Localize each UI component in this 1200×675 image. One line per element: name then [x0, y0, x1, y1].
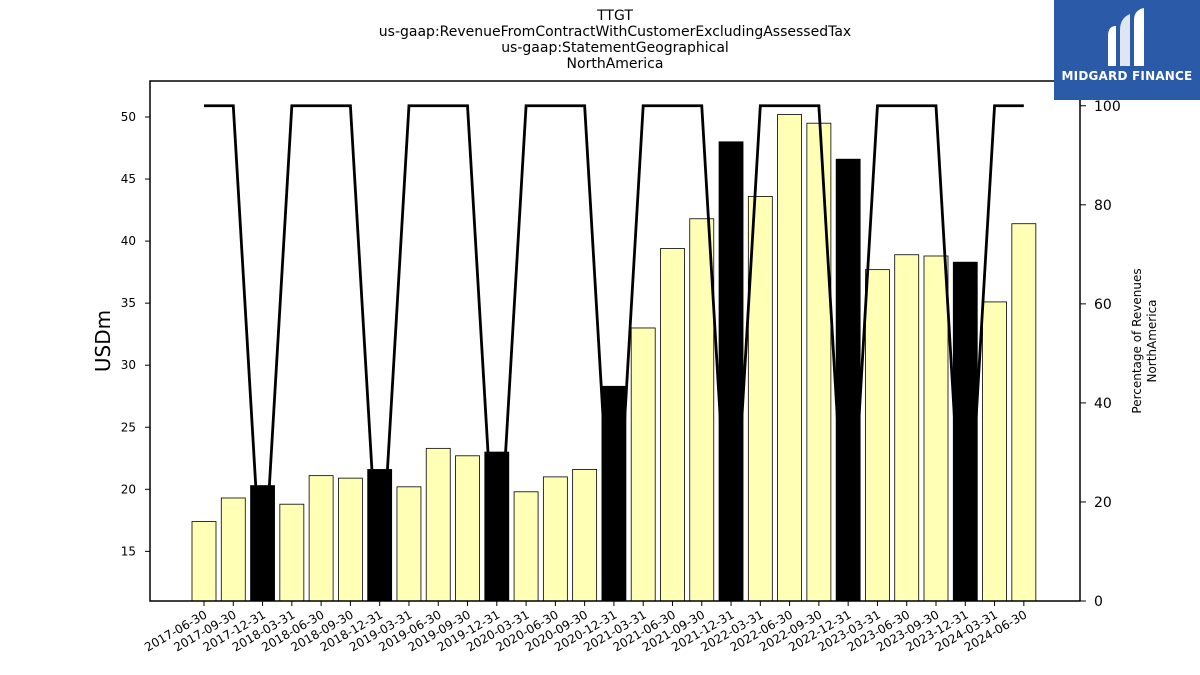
bar	[982, 301, 1007, 602]
y2-tick-label: 20	[1094, 495, 1112, 511]
bar	[308, 475, 334, 602]
bar	[279, 503, 305, 602]
bar	[220, 497, 246, 602]
y2-tick-label: 100	[1094, 99, 1121, 115]
bar	[337, 477, 363, 602]
y2-tick-label: 60	[1094, 297, 1112, 313]
chart-title: TTGTus-gaap:RevenueFromContractWithCusto…	[379, 8, 851, 72]
bar	[660, 248, 685, 602]
bar	[894, 254, 920, 602]
title-line-2: us-gaap:StatementGeographical	[501, 40, 729, 56]
y2-axis-label-line1: Percentage of Revenues	[1130, 268, 1144, 413]
y2-tick-label: 0	[1094, 594, 1103, 610]
y-tick-label: 25	[121, 420, 136, 434]
bar	[777, 114, 802, 602]
bar	[689, 218, 715, 602]
bar	[542, 476, 568, 602]
y-tick-label: 50	[121, 110, 136, 124]
y-tick-label: 30	[121, 358, 136, 372]
y-tick-label: 40	[121, 234, 136, 248]
bar	[865, 269, 890, 602]
y-axis-right: 0 20 40 60 80 100	[1080, 99, 1121, 610]
bar	[572, 469, 598, 602]
bar	[601, 385, 627, 602]
brand-logo: MIDGARD FINANCE	[1054, 0, 1200, 100]
bar	[1011, 223, 1037, 602]
y2-axis-label-line2: NorthAmerica	[1145, 299, 1159, 382]
y2-tick-label: 40	[1094, 396, 1112, 412]
bar	[718, 141, 744, 602]
plot-frame	[149, 80, 1081, 602]
midgard-logo-icon	[1108, 8, 1144, 66]
y-tick-label: 45	[121, 172, 136, 186]
bar	[806, 122, 832, 602]
bar	[455, 455, 480, 602]
title-line-3: NorthAmerica	[567, 56, 664, 72]
bar	[952, 261, 978, 602]
y-tick-label: 20	[121, 482, 136, 496]
y2-tick-label: 80	[1094, 198, 1112, 214]
y-tick-label: 15	[121, 544, 136, 558]
bar	[835, 158, 861, 602]
bar	[425, 447, 451, 602]
x-axis: 2017-06-302017-09-302017-12-312018-03-31…	[142, 601, 1029, 654]
bar	[396, 486, 422, 602]
logo-text: MIDGARD FINANCE	[1061, 69, 1193, 83]
bar	[191, 521, 217, 602]
title-line-0: TTGT	[596, 8, 633, 24]
y-tick-label: 35	[121, 296, 136, 310]
bar	[513, 491, 539, 602]
bar	[923, 255, 949, 602]
title-line-1: us-gaap:RevenueFromContractWithCustomerE…	[379, 24, 851, 40]
y-axis-label: USDm	[91, 310, 115, 372]
bar-series	[191, 114, 1037, 602]
bar	[630, 327, 656, 602]
y-axis-left: 15 20 25 30 35 40 45 50	[121, 110, 150, 558]
